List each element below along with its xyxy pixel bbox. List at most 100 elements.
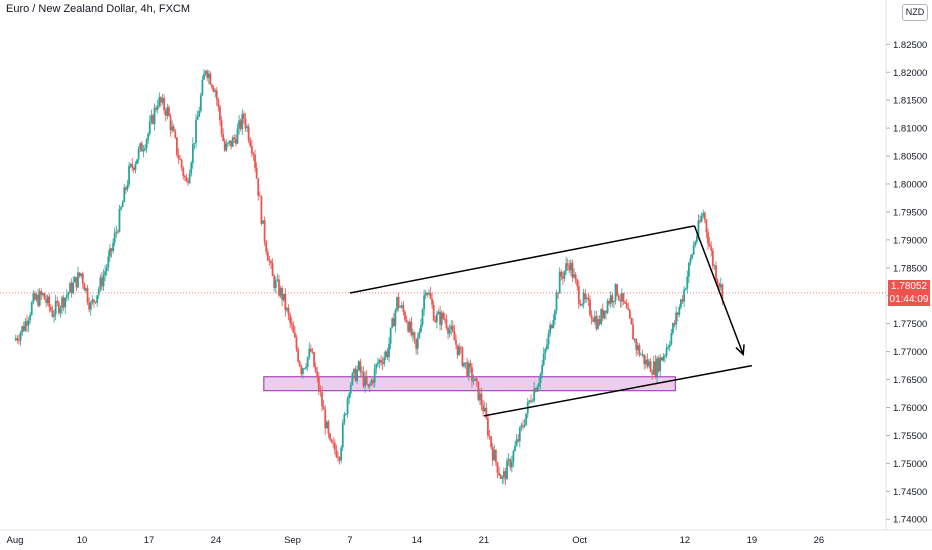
candle-body <box>574 274 577 280</box>
candle-body <box>37 294 40 306</box>
candle-body <box>142 149 145 152</box>
candle-body <box>703 212 706 220</box>
candle-body <box>62 297 65 308</box>
candle-body <box>522 425 524 427</box>
candle-body <box>394 310 397 327</box>
currency-badge[interactable]: NZD <box>902 4 928 21</box>
y-tick-label: 1.79500 <box>893 207 927 218</box>
candle-body <box>163 98 166 111</box>
candle-body <box>557 293 559 294</box>
candle-body <box>673 323 676 325</box>
candle-body <box>431 298 433 305</box>
candle-body <box>97 289 100 296</box>
candle-body <box>590 314 593 320</box>
candle-body <box>525 413 528 425</box>
candle-body <box>435 314 438 323</box>
candle-body <box>426 292 429 295</box>
candle-body <box>333 442 336 450</box>
candle-body <box>418 331 421 338</box>
candle-body <box>311 351 314 353</box>
y-tick-label: 1.79000 <box>893 235 927 246</box>
candle-body <box>27 320 30 326</box>
candle-body <box>49 306 52 311</box>
candle-body <box>113 232 116 243</box>
candle-body <box>576 279 579 287</box>
candle-body <box>254 154 256 168</box>
candle-body <box>606 301 609 313</box>
candle-body <box>196 116 199 120</box>
candle-body <box>635 339 638 350</box>
candle-body <box>16 338 19 341</box>
candle-body <box>260 196 263 224</box>
candle-body <box>585 297 588 300</box>
candle-body <box>286 308 288 311</box>
candle-body <box>112 242 114 252</box>
candle-body <box>361 371 363 373</box>
candle-body <box>101 277 103 287</box>
x-tick-label: 17 <box>144 535 155 546</box>
candle-body <box>345 413 347 415</box>
candle-body <box>577 286 580 304</box>
candle-body <box>124 187 127 190</box>
candle-body <box>227 142 229 144</box>
candle-body <box>203 73 205 80</box>
candle-body <box>380 359 382 363</box>
candle-body <box>290 322 293 326</box>
candle-body <box>487 418 489 436</box>
upper-trendline <box>349 225 695 294</box>
candle-body <box>364 376 367 387</box>
candle-body <box>121 202 124 208</box>
candle-body <box>265 241 268 252</box>
candle-body <box>262 220 264 224</box>
x-tick-label: 7 <box>347 535 352 546</box>
candle-body <box>620 293 623 302</box>
candle-body <box>132 167 135 171</box>
candle-body <box>292 325 295 333</box>
candle-body <box>643 354 646 364</box>
candle-body <box>356 369 359 382</box>
candle-body <box>279 287 282 296</box>
candle-body <box>86 288 89 303</box>
candle-body <box>270 261 272 264</box>
candle-body <box>349 384 352 394</box>
candle-body <box>183 176 186 178</box>
candle-body <box>600 309 603 324</box>
candle-body <box>34 293 36 300</box>
candle-body <box>220 120 223 135</box>
candle-body <box>475 378 478 382</box>
x-tick-label: 19 <box>747 535 758 546</box>
candle-body <box>485 407 488 419</box>
candle-body <box>471 367 473 381</box>
candle-body <box>105 267 108 272</box>
candle-body <box>373 368 376 383</box>
candle-body <box>686 276 689 289</box>
candle-body <box>713 265 716 267</box>
candle-body <box>552 320 555 328</box>
candle-body <box>166 107 169 116</box>
candle-body <box>667 346 670 349</box>
y-tick-label: 1.74000 <box>893 515 927 526</box>
candle-body <box>428 293 430 295</box>
candle-body <box>523 424 526 427</box>
candle-body <box>278 279 280 296</box>
candle-body <box>705 219 708 233</box>
candle-body <box>201 79 204 96</box>
candle-body <box>695 236 698 242</box>
candle-body <box>231 137 234 147</box>
candle-body <box>510 461 513 468</box>
candle-body <box>397 297 400 308</box>
candle-body <box>368 384 371 387</box>
candle-body <box>415 339 418 349</box>
candle-body <box>569 262 572 271</box>
candle-body <box>400 305 403 308</box>
candle-body <box>622 293 625 302</box>
candle-body <box>81 273 84 284</box>
y-tick-label: 1.77000 <box>893 347 927 358</box>
candle-body <box>603 310 606 319</box>
candle-body <box>188 173 191 184</box>
candle-body <box>625 303 628 308</box>
candle-body <box>48 296 51 307</box>
y-tick-label: 1.78500 <box>893 263 927 274</box>
candle-body <box>520 425 523 428</box>
